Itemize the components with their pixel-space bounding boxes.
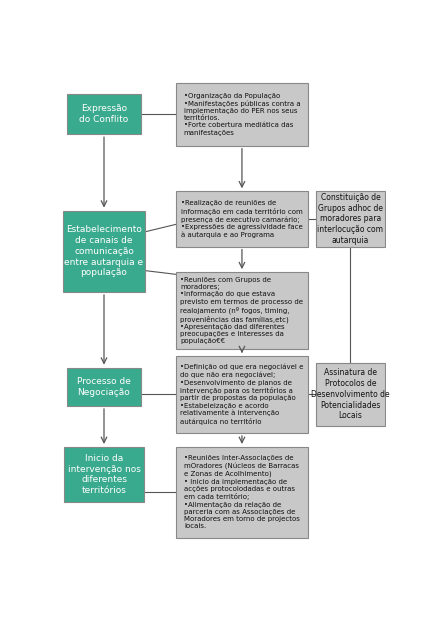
Text: •Reuniões Inter-Associações de
mOradores (Núcleos de Barracas
e Zonas de Acolhim: •Reuniões Inter-Associações de mOradores… bbox=[184, 455, 300, 530]
Bar bbox=[316, 363, 384, 426]
Bar bbox=[176, 447, 308, 538]
Bar bbox=[67, 94, 141, 134]
Bar bbox=[176, 83, 308, 146]
Text: Estabelecimento
de canais de
comunicação
entre autarquia e
população: Estabelecimento de canais de comunicação… bbox=[64, 225, 144, 277]
Text: Processo de
Negociação: Processo de Negociação bbox=[77, 377, 131, 397]
Bar bbox=[64, 447, 144, 502]
Text: •Definição od que era negociável e
do que não era negociável;
•Desenvolvimento d: •Definição od que era negociável e do qu… bbox=[180, 364, 304, 425]
Text: Constituição de
Grupos adhoc de
moradores para
interlocução com
autarquia: Constituição de Grupos adhoc de moradore… bbox=[317, 193, 384, 245]
Bar bbox=[176, 356, 308, 433]
Text: •Realização de reuniões de
informação em cada território com
presença de executi: •Realização de reuniões de informação em… bbox=[181, 200, 303, 238]
Text: •Reuniões com Grupos de
moradores;
•Informação do que estava
previsto em termos : •Reuniões com Grupos de moradores; •Info… bbox=[181, 277, 303, 344]
Bar bbox=[67, 368, 141, 406]
Bar bbox=[176, 272, 308, 349]
Bar bbox=[176, 191, 308, 247]
Text: Assinatura de
Protocolos de
Desenvolvimento de
Potencialidades
Locais: Assinatura de Protocolos de Desenvolvime… bbox=[311, 368, 390, 420]
Bar bbox=[316, 191, 384, 247]
Text: •Organização da População
•Manifestações públicas contra a
implementação do PER : •Organização da População •Manifestações… bbox=[184, 93, 300, 135]
Text: Inicio da
intervenção nos
diferentes
territórios: Inicio da intervenção nos diferentes ter… bbox=[67, 454, 140, 495]
Text: Expressão
do Conflito: Expressão do Conflito bbox=[79, 104, 129, 124]
Bar bbox=[63, 211, 145, 292]
